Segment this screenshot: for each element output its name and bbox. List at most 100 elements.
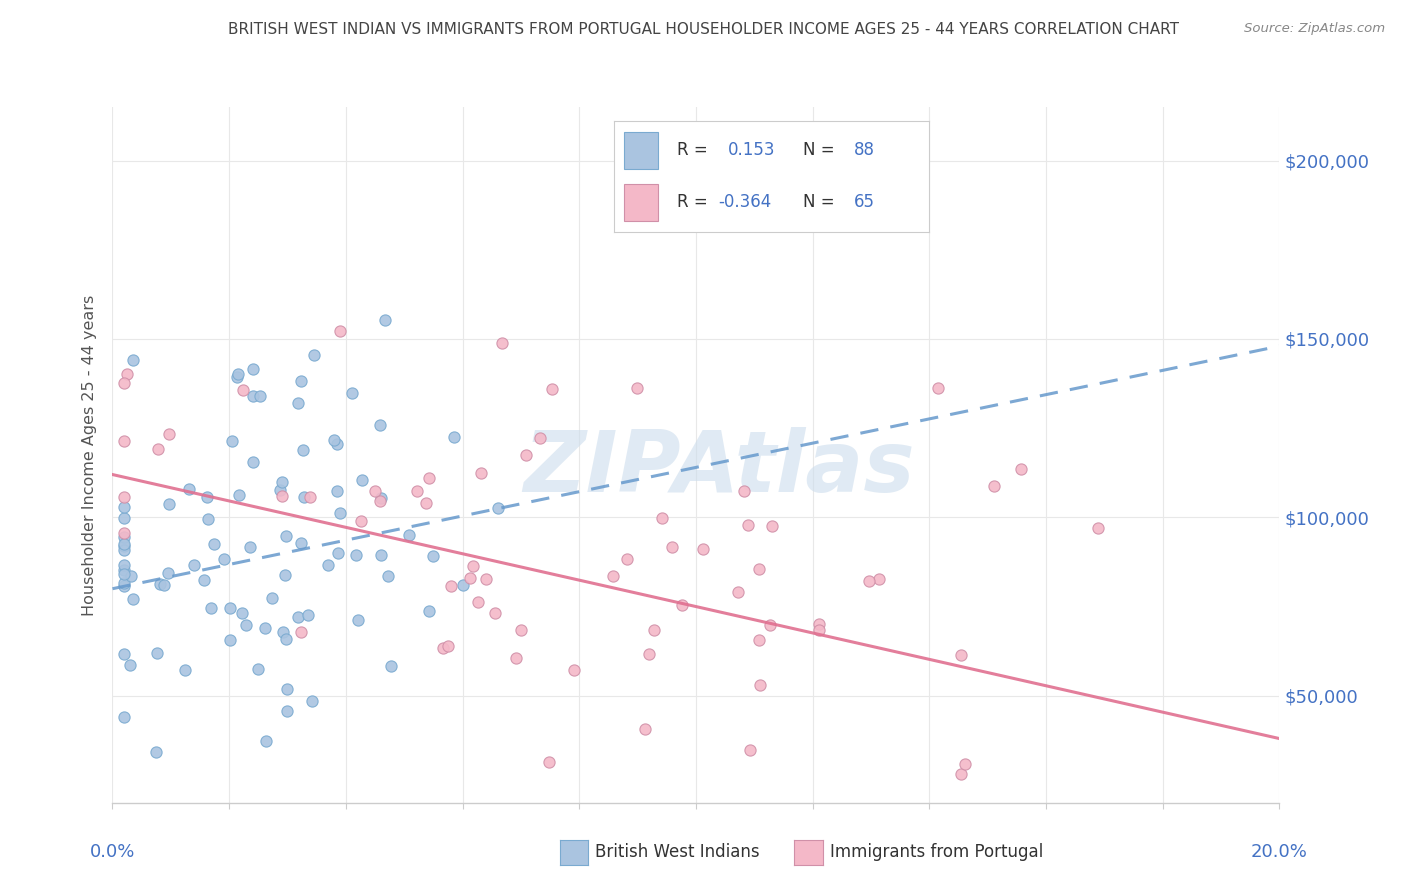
Point [323, 434, 346, 448]
Point [193, 573, 215, 587]
Point [290, 535, 312, 549]
Point [276, 632, 298, 646]
Point [761, 519, 783, 533]
Point [197, 512, 219, 526]
Point [415, 495, 437, 509]
Point [443, 430, 465, 444]
Point [276, 704, 298, 718]
Point [226, 370, 249, 384]
Point [398, 528, 420, 542]
Point [749, 678, 772, 692]
Point [540, 382, 562, 396]
Point [380, 659, 402, 673]
Point [486, 500, 509, 515]
Text: 20.0%: 20.0% [1251, 843, 1308, 861]
Point [316, 558, 339, 573]
Point [157, 426, 180, 441]
Point [344, 548, 367, 562]
Point [737, 517, 759, 532]
Point [451, 577, 474, 591]
Point [112, 376, 135, 390]
Point [112, 558, 135, 573]
Point [463, 559, 485, 574]
Point [808, 616, 831, 631]
Point [149, 577, 172, 591]
Point [638, 647, 661, 661]
Point [271, 489, 294, 503]
Point [219, 601, 242, 615]
Point [121, 353, 143, 368]
Point [475, 572, 498, 586]
Point [120, 658, 142, 673]
Point [661, 541, 683, 555]
Point [112, 537, 135, 551]
Point [200, 600, 222, 615]
Point [807, 623, 830, 637]
Point [950, 648, 973, 662]
Point [290, 625, 312, 640]
Point [643, 623, 665, 637]
Point [254, 621, 277, 635]
Point [120, 569, 142, 583]
Point [651, 510, 673, 524]
Point [112, 500, 135, 514]
Point [146, 442, 169, 457]
Point [422, 549, 444, 563]
Point [467, 595, 489, 609]
Point [183, 558, 205, 573]
Point [112, 543, 135, 558]
Point [562, 663, 585, 677]
Point [458, 571, 481, 585]
Point [374, 313, 396, 327]
Point [112, 490, 135, 504]
Point [239, 540, 262, 554]
Point [174, 663, 197, 677]
Point [759, 617, 782, 632]
Point [537, 755, 560, 769]
Point [122, 591, 145, 606]
Point [228, 368, 250, 382]
Point [868, 572, 890, 586]
Point [927, 381, 949, 395]
Point [112, 647, 135, 661]
Point [287, 610, 309, 624]
Point [727, 585, 749, 599]
Point [202, 537, 225, 551]
Point [368, 494, 391, 508]
Point [242, 455, 264, 469]
Point [692, 541, 714, 556]
Point [298, 490, 321, 504]
Point [260, 591, 283, 605]
Point [364, 483, 387, 498]
Point [112, 539, 135, 553]
Point [112, 526, 135, 541]
Point [326, 437, 349, 451]
Point [509, 624, 531, 638]
Point [249, 389, 271, 403]
Point [112, 434, 135, 448]
Point [342, 386, 364, 401]
Point [276, 682, 298, 697]
Point [145, 745, 167, 759]
Point [329, 506, 352, 520]
Point [242, 389, 264, 403]
Text: British West Indians: British West Indians [595, 843, 759, 861]
Point [633, 723, 655, 737]
Point [221, 434, 243, 448]
Point [112, 511, 135, 525]
Point [269, 483, 291, 498]
Point [671, 598, 693, 612]
Point [484, 606, 506, 620]
Point [292, 490, 315, 504]
Point [254, 734, 277, 748]
Point [418, 471, 440, 485]
Point [179, 482, 201, 496]
Text: Immigrants from Portugal: Immigrants from Portugal [830, 843, 1043, 861]
Point [329, 324, 352, 338]
Point [218, 632, 240, 647]
Point [505, 651, 527, 665]
Point [302, 348, 325, 362]
Point [115, 367, 138, 381]
Point [858, 574, 880, 589]
Point [287, 396, 309, 410]
